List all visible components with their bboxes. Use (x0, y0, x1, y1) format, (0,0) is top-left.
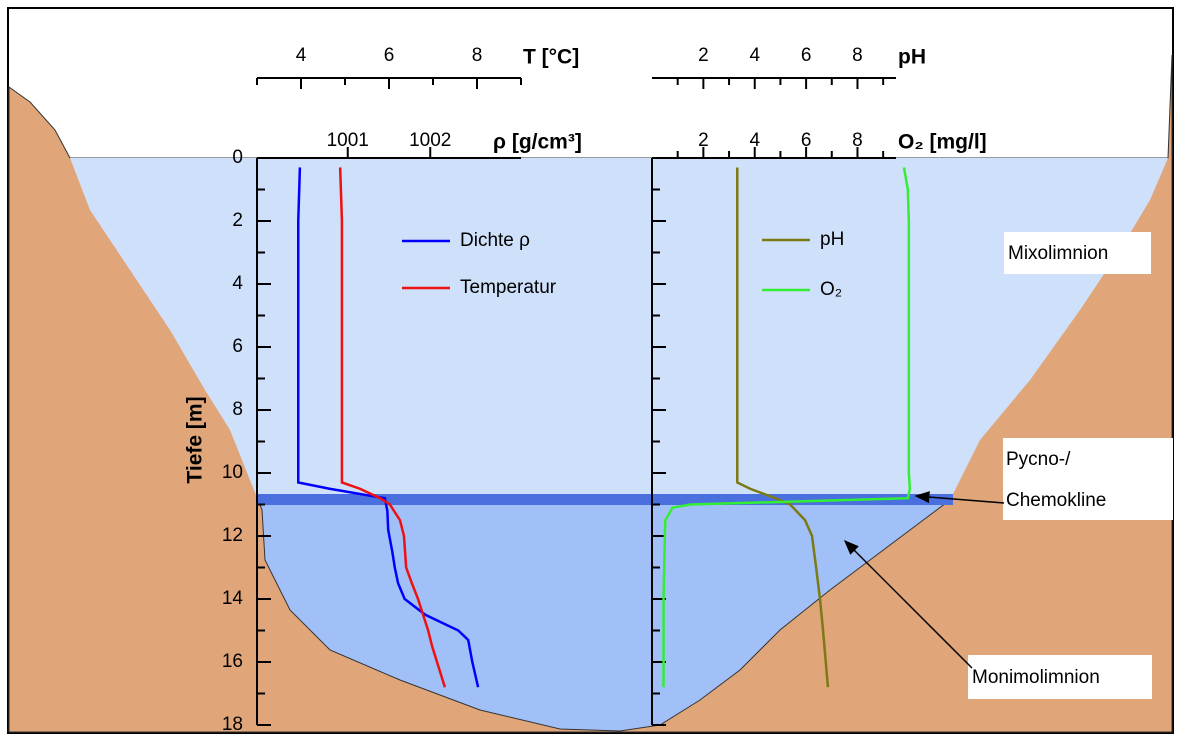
y-tick-label: 14 (222, 588, 244, 609)
x-tick-label: 1002 (409, 130, 451, 151)
x-tick-label: 6 (801, 130, 812, 151)
x-axis-title: T [°C] (523, 46, 579, 69)
y-tick-label: 6 (232, 336, 243, 357)
y-tick-label: 0 (232, 147, 243, 168)
annotation: Pycno-/ (1006, 449, 1071, 470)
legend-label: Temperatur (460, 277, 557, 298)
x-tick-label: 8 (852, 130, 863, 151)
x-axis-title: ρ [g/cm³] (493, 131, 582, 154)
x-axis-title: O₂ [mg/l] (898, 131, 987, 154)
x-tick-label: 1001 (327, 130, 369, 151)
x-tick-label: 6 (384, 45, 395, 66)
x-tick-label: 8 (852, 45, 863, 66)
series-line (338, 167, 447, 688)
x-tick-label: 2 (698, 45, 709, 66)
x-tick-label: 4 (749, 45, 760, 66)
y-tick-label: 18 (222, 714, 243, 735)
x-tick-label: 4 (296, 45, 307, 66)
y-tick-label: 16 (222, 651, 243, 672)
y-tick-label: 2 (232, 210, 243, 231)
annotation-boxes (843, 232, 1173, 699)
x-axis-title: pH (898, 46, 926, 69)
legend-label: Dichte ρ (460, 230, 530, 251)
x-tick-label: 4 (749, 130, 760, 151)
water (70, 158, 1168, 732)
x-tick-label: 6 (801, 45, 812, 66)
x-tick-label: 8 (472, 45, 483, 66)
legend-label: O₂ (820, 279, 842, 300)
annotation: Monimolimnion (972, 667, 1100, 688)
annotation: Chemokline (1006, 490, 1106, 511)
y-tick-label: 4 (232, 273, 243, 294)
y-tick-label: 8 (232, 399, 243, 420)
series-line (736, 167, 830, 688)
series-line (297, 167, 480, 688)
annotation: Mixolimnion (1008, 243, 1108, 264)
y-tick-label: 12 (222, 525, 243, 546)
legend-label: pH (820, 229, 844, 250)
x-tick-label: 2 (698, 130, 709, 151)
y-axis-title: Tiefe [m] (184, 396, 207, 483)
series-line (662, 167, 912, 688)
y-tick-label: 10 (222, 462, 243, 483)
